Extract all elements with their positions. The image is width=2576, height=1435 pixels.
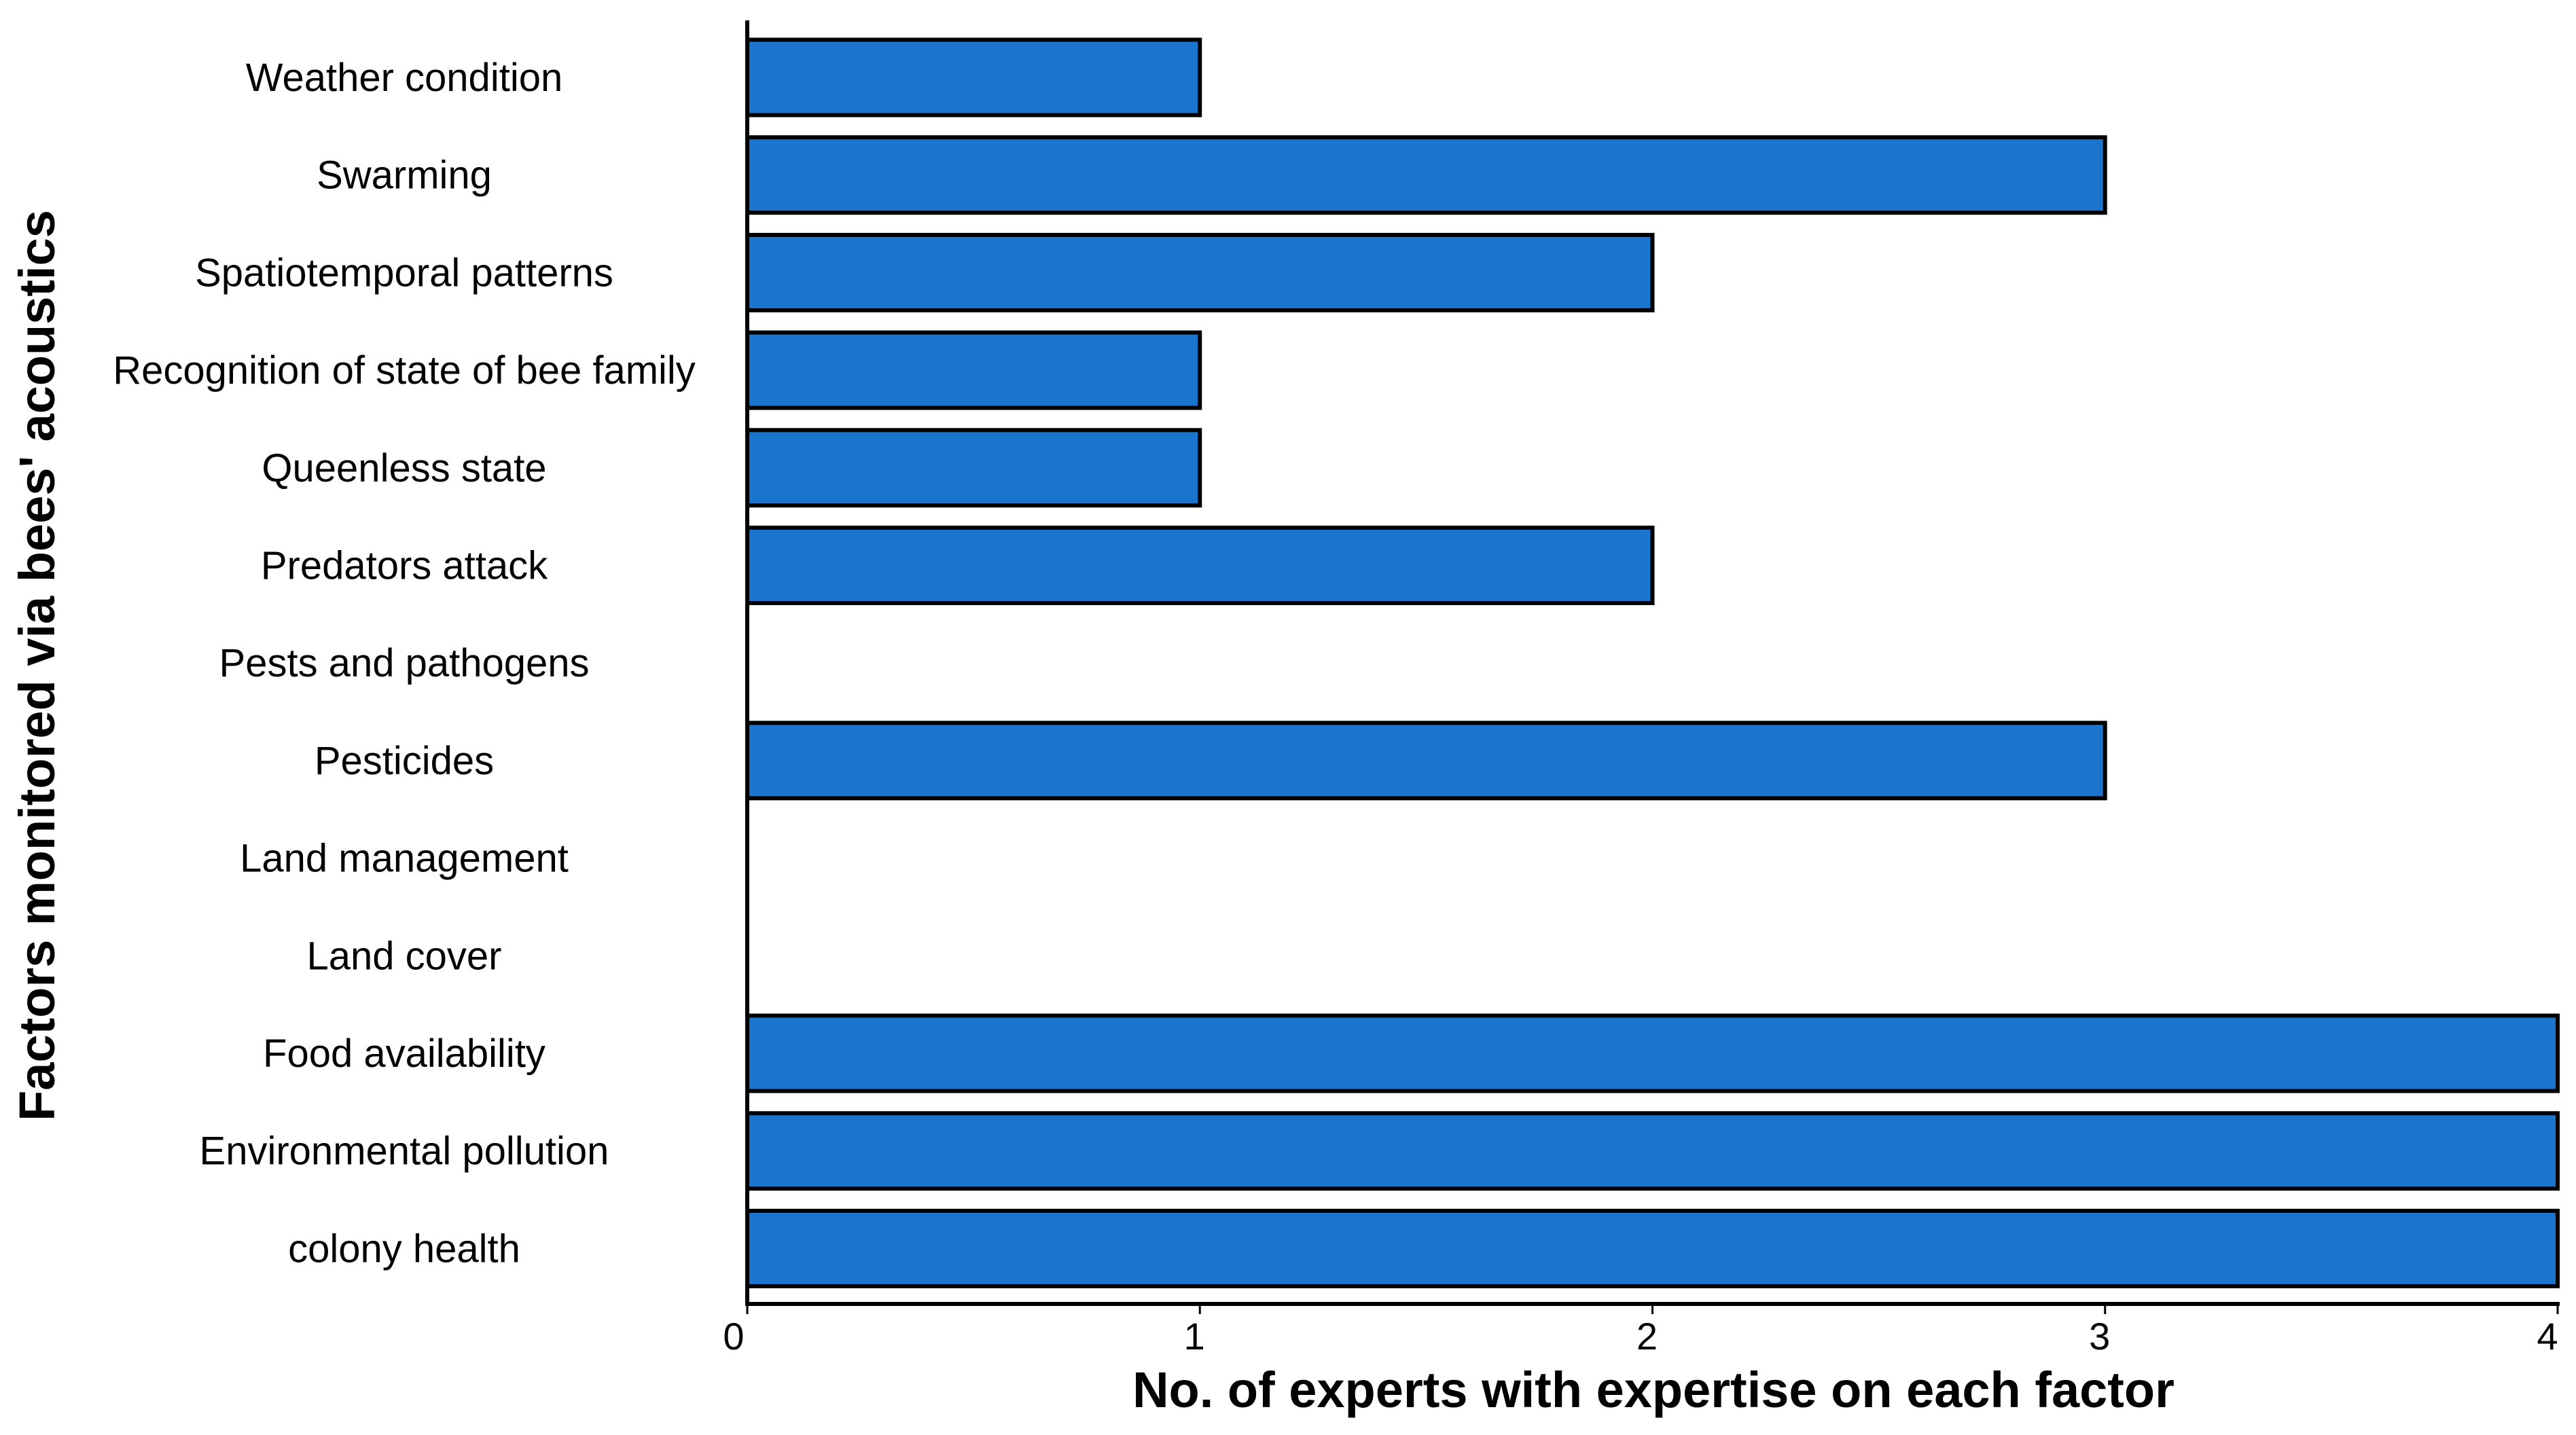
category-label: Spatiotemporal patterns [195, 251, 613, 295]
bar [745, 232, 1655, 312]
category-label: Pesticides [315, 739, 494, 783]
category-label: Predators attack [261, 544, 548, 588]
category-label: Pests and pathogens [219, 641, 590, 685]
x-tick-label: 0 [723, 1315, 744, 1358]
category-label: Food availability [263, 1032, 545, 1076]
x-tick-label: 1 [1184, 1315, 1205, 1358]
bar [745, 526, 1655, 605]
category-label: Environmental pollution [200, 1129, 609, 1174]
category-label: Swarming [317, 153, 492, 198]
bar [745, 1208, 2560, 1288]
category-label: Weather condition [246, 56, 562, 100]
category-label: colony health [288, 1227, 520, 1271]
bar [745, 135, 2107, 215]
bar [745, 1111, 2560, 1191]
bar [745, 37, 1202, 117]
x-tick-label: 4 [2537, 1315, 2558, 1358]
category-label: Recognition of state of bee family [113, 348, 696, 393]
bar [745, 721, 2107, 801]
bar [745, 330, 1202, 410]
bar [745, 428, 1202, 508]
category-label: Queenless state [262, 446, 546, 490]
x-tick-label: 3 [2089, 1315, 2110, 1358]
category-label: Land management [240, 837, 569, 881]
category-label: Land cover [307, 934, 502, 978]
y-axis-title: Factors monitored via bees' acoustics [9, 210, 65, 1121]
x-tick-label: 2 [1636, 1315, 1658, 1358]
x-axis-title: No. of experts with expertise on each fa… [1132, 1362, 2175, 1418]
bar [745, 1013, 2560, 1093]
